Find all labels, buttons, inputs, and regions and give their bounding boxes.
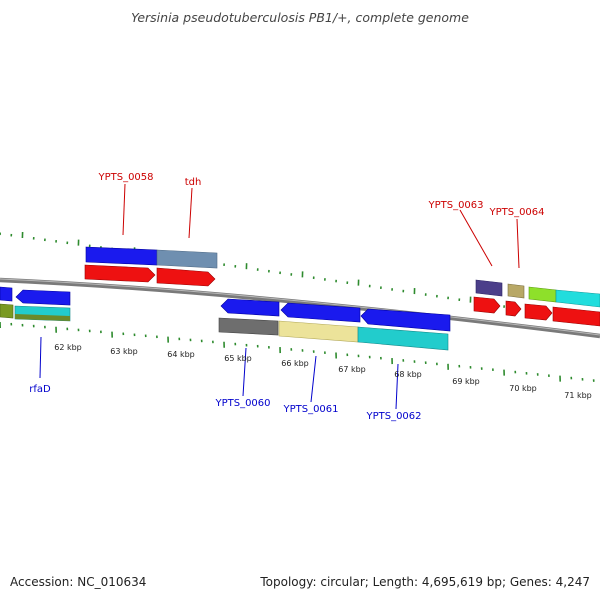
accession-text: Accession: NC_010634 <box>10 575 147 589</box>
label-ypts-0060[interactable]: YPTS_0060 <box>214 398 270 409</box>
gene-ypts-0060[interactable] <box>220 298 280 317</box>
scale-label-70: 70 kbp <box>509 384 537 393</box>
cds-left-olive[interactable] <box>0 303 14 319</box>
label-rfaD[interactable]: rfaD <box>29 384 51 395</box>
gene-ypts-0061[interactable] <box>280 302 361 323</box>
leader-ypts-0064 <box>516 218 520 269</box>
cds-ypts-0058[interactable] <box>84 264 156 283</box>
cds-ypts-0060[interactable] <box>218 317 279 336</box>
scale-label-71: 71 kbp <box>564 391 592 400</box>
scale-label-63: 63 kbp <box>110 347 138 356</box>
gene-ypts-0063[interactable] <box>475 279 503 297</box>
leader-rfaD <box>39 336 42 379</box>
label-ypts-0063[interactable]: YPTS_0063 <box>427 200 483 211</box>
label-ypts-0064[interactable]: YPTS_0064 <box>488 207 544 218</box>
cds-ypts-0062[interactable] <box>357 326 449 351</box>
reverse-features <box>0 286 451 351</box>
cds-neighbor-1[interactable] <box>524 303 553 321</box>
gene-ypts-0064[interactable] <box>507 283 525 299</box>
cds-neighbor-2[interactable] <box>552 306 600 327</box>
leader-ypts-0061 <box>310 355 317 403</box>
leader-ypts-0062 <box>395 363 399 410</box>
scale-label-66: 66 kbp <box>281 359 309 368</box>
gene-neighbor-cyan[interactable] <box>555 289 600 308</box>
cds-rfaD-stripe[interactable] <box>15 314 70 321</box>
cds-tdh[interactable] <box>156 267 216 287</box>
label-ypts-0061[interactable]: YPTS_0061 <box>282 404 338 415</box>
scale-label-67: 67 kbp <box>338 365 366 374</box>
scale-label-64: 64 kbp <box>167 350 195 359</box>
scale-label-68: 68 kbp <box>394 370 422 379</box>
scale-label-65: 65 kbp <box>224 354 252 363</box>
label-ypts-0058[interactable]: YPTS_0058 <box>97 172 153 183</box>
scale-label-69: 69 kbp <box>452 377 480 386</box>
gene-ypts-0062[interactable] <box>360 308 451 332</box>
top-leader-lines <box>122 183 520 269</box>
topology-text: Topology: circular; Length: 4,695,619 bp… <box>260 575 590 589</box>
gene-neighbor-green[interactable] <box>528 286 557 303</box>
cds-ypts-0061[interactable] <box>278 320 359 343</box>
gene-left-blue-1[interactable] <box>0 286 13 302</box>
scale-label-62: 62 kbp <box>54 343 82 352</box>
leader-ypts-0060 <box>242 347 247 397</box>
forward-features <box>84 246 600 327</box>
genome-backbone-highlight <box>0 278 600 336</box>
gene-ypts-0058[interactable] <box>85 246 158 266</box>
leader-ypts-0058 <box>122 183 126 236</box>
bottom-leader-lines <box>39 336 399 410</box>
genome-backbone <box>0 277 600 339</box>
label-ypts-0062[interactable]: YPTS_0062 <box>365 411 421 422</box>
gene-rfaD[interactable] <box>15 289 71 306</box>
label-tdh[interactable]: tdh <box>185 177 202 188</box>
leader-tdh <box>188 187 193 239</box>
gene-tdh[interactable] <box>156 249 218 269</box>
inner-tick-ring <box>0 321 595 382</box>
map-title: Yersinia pseudotuberculosis PB1/+, compl… <box>131 10 469 25</box>
leader-ypts-0063 <box>459 209 493 267</box>
cds-ypts-0064[interactable] <box>505 300 522 317</box>
cds-ypts-0063[interactable] <box>473 296 501 314</box>
